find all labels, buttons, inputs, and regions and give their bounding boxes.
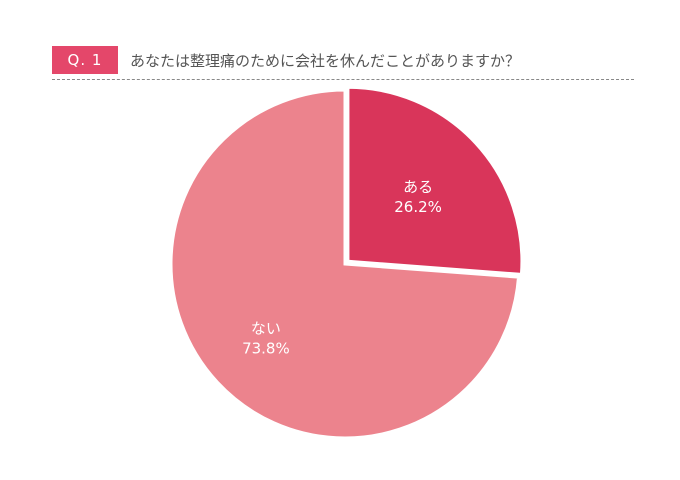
pie-slice-no	[169, 88, 521, 440]
dashed-divider	[52, 79, 634, 80]
pie-slice-yes	[346, 85, 524, 276]
slice-label-no: ない	[251, 319, 281, 337]
question-text: あなたは整理痛のために会社を休んだことがありますか？	[130, 51, 521, 70]
slice-value-no: 73.8%	[242, 339, 290, 357]
slice-label-yes: ある	[403, 178, 433, 196]
question-number-badge: Q. 1	[52, 46, 118, 74]
slice-value-yes: 26.2%	[394, 198, 442, 216]
